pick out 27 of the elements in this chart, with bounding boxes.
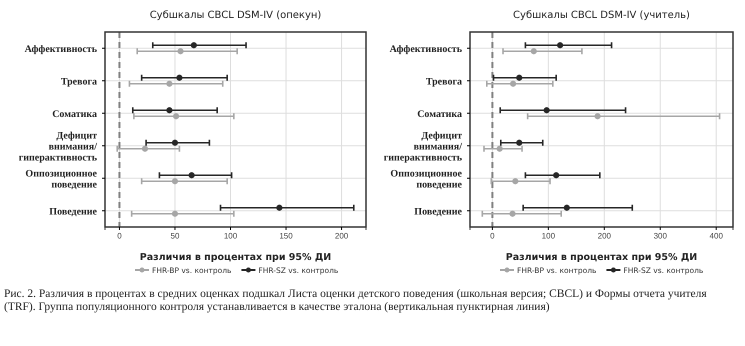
y-tick-label: Поведение [49, 206, 98, 218]
y-tick-label: Дефицит внимания/ гиперактивность [18, 130, 98, 164]
x-tick-label: 150 [279, 232, 294, 241]
y-tick-label: Аффективность [24, 44, 98, 55]
x-tick-label: 400 [710, 232, 724, 241]
y-tick-label: Аффективность [390, 44, 463, 55]
y-tick-label: Поведение [414, 206, 463, 218]
y-tick-label: Оппозиционное поведение [390, 168, 463, 190]
y-tick-label: Тревога [60, 76, 97, 88]
y-tick-label: Тревога [426, 76, 462, 88]
x-axis-title: Различия в процентах при 95% ДИ [140, 252, 332, 263]
x-tick-label: 200 [334, 232, 349, 241]
x-tick-label: 300 [654, 232, 668, 241]
text: Рис. 2. Различия в процентах в средних оценках подшкал Листа оценки детского поведения (школьная версия; CBCL) и Формы отчета учителя (TRF). Группа популяционного контроля устанавливается в качестве эталона (вертикальная пунктирная линия) [4, 288, 708, 314]
x-tick-label: 200 [598, 232, 612, 241]
x-tick-label: 50 [170, 232, 180, 241]
x-tick-label: 100 [542, 232, 556, 241]
x-axis-title: Различия в процентах при 95% ДИ [506, 252, 698, 263]
x-tick-label: 0 [117, 232, 122, 241]
x-tick-label: 100 [224, 232, 238, 241]
chart-title: Субшкалы CBCL DSM-IV (учитель) [513, 10, 690, 21]
y-tick-label: Дефицит внимания/ гиперактивность [384, 130, 463, 164]
y-tick-label: Оппозиционное поведение [25, 168, 98, 190]
x-tick-label: 0 [490, 232, 496, 241]
y-tick-label: Соматика [52, 108, 97, 120]
chart-title: Субшкалы CBCL DSM-IV (опекун) [150, 10, 322, 21]
y-tick-label: Соматика [417, 108, 462, 120]
